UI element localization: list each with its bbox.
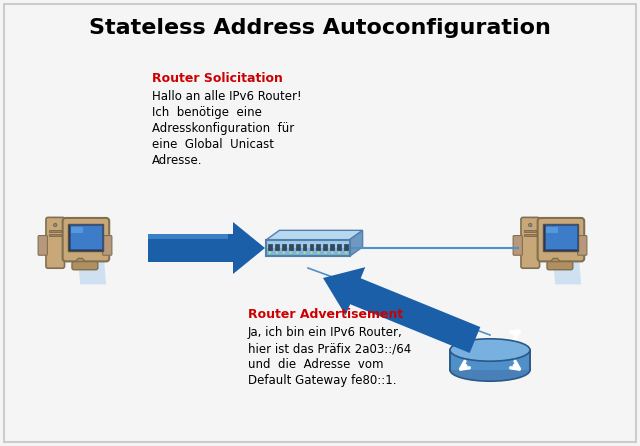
FancyBboxPatch shape [317, 244, 320, 250]
Text: Adresskonfiguration  für: Adresskonfiguration für [152, 122, 294, 135]
Circle shape [529, 223, 532, 227]
FancyBboxPatch shape [49, 235, 61, 236]
FancyBboxPatch shape [266, 240, 349, 248]
Circle shape [276, 252, 278, 254]
Circle shape [338, 252, 340, 254]
Circle shape [310, 252, 312, 254]
FancyBboxPatch shape [38, 235, 47, 255]
FancyBboxPatch shape [337, 244, 341, 250]
Circle shape [317, 252, 319, 254]
Text: eine  Global  Unicast: eine Global Unicast [152, 138, 274, 151]
FancyBboxPatch shape [538, 218, 584, 261]
Text: Ja, ich bin ein IPv6 Router,: Ja, ich bin ein IPv6 Router, [248, 326, 403, 339]
Ellipse shape [450, 339, 530, 361]
Text: Router Solicitation: Router Solicitation [152, 72, 283, 85]
Polygon shape [323, 267, 480, 353]
FancyBboxPatch shape [102, 235, 112, 255]
FancyBboxPatch shape [330, 244, 334, 250]
Text: Router Advertisement: Router Advertisement [248, 308, 403, 321]
FancyBboxPatch shape [289, 244, 292, 250]
FancyBboxPatch shape [268, 244, 272, 250]
Polygon shape [349, 230, 363, 256]
Circle shape [324, 252, 326, 254]
Circle shape [269, 252, 271, 254]
Text: Default Gateway fe80::1.: Default Gateway fe80::1. [248, 374, 397, 387]
FancyBboxPatch shape [547, 262, 573, 270]
FancyBboxPatch shape [323, 244, 327, 250]
FancyBboxPatch shape [524, 235, 536, 236]
Polygon shape [148, 234, 228, 239]
FancyBboxPatch shape [543, 223, 579, 251]
FancyBboxPatch shape [266, 248, 349, 256]
FancyBboxPatch shape [578, 235, 587, 255]
FancyBboxPatch shape [70, 225, 102, 249]
Polygon shape [450, 350, 530, 370]
Circle shape [283, 252, 285, 254]
FancyBboxPatch shape [46, 217, 65, 268]
FancyBboxPatch shape [63, 218, 109, 261]
Circle shape [54, 223, 57, 227]
FancyBboxPatch shape [72, 227, 83, 232]
FancyBboxPatch shape [547, 227, 557, 232]
FancyBboxPatch shape [310, 244, 314, 250]
Text: hier ist das Präfix 2a03::/64: hier ist das Präfix 2a03::/64 [248, 342, 412, 355]
Ellipse shape [450, 359, 530, 381]
Polygon shape [73, 258, 88, 264]
Text: Hallo an alle IPv6 Router!: Hallo an alle IPv6 Router! [152, 90, 301, 103]
Text: und  die  Adresse  vom: und die Adresse vom [248, 358, 383, 371]
FancyBboxPatch shape [344, 244, 348, 250]
Polygon shape [77, 254, 106, 285]
Circle shape [303, 252, 306, 254]
FancyBboxPatch shape [545, 225, 577, 249]
Circle shape [345, 252, 348, 254]
Text: Stateless Address Autoconfiguration: Stateless Address Autoconfiguration [89, 18, 551, 38]
Circle shape [289, 252, 292, 254]
Polygon shape [552, 254, 581, 285]
FancyBboxPatch shape [296, 244, 300, 250]
Polygon shape [148, 222, 265, 274]
Text: Ich  benötige  eine: Ich benötige eine [152, 106, 262, 119]
Circle shape [296, 252, 299, 254]
FancyBboxPatch shape [524, 230, 536, 231]
FancyBboxPatch shape [282, 244, 285, 250]
FancyBboxPatch shape [72, 262, 98, 270]
Circle shape [331, 252, 333, 254]
Text: Adresse.: Adresse. [152, 154, 202, 167]
FancyBboxPatch shape [49, 230, 61, 231]
FancyBboxPatch shape [303, 244, 307, 250]
FancyBboxPatch shape [68, 223, 104, 251]
FancyBboxPatch shape [275, 244, 278, 250]
Polygon shape [548, 258, 563, 264]
Polygon shape [266, 230, 363, 240]
FancyBboxPatch shape [513, 235, 522, 255]
FancyBboxPatch shape [521, 217, 540, 268]
